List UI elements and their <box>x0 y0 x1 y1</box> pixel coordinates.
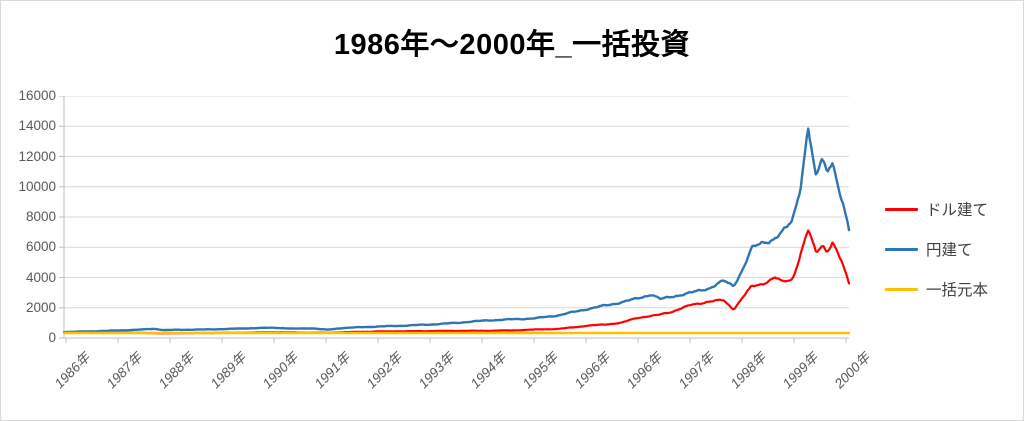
legend-line-swatch <box>885 207 918 211</box>
x-axis-tick-label: 1999年 <box>780 349 822 392</box>
x-axis-tick-label: 1994年 <box>468 349 510 392</box>
y-axis-tick-label: 4000 <box>25 269 56 285</box>
legend-item: 円建て <box>885 229 988 269</box>
y-axis-tick-label: 10000 <box>18 178 56 194</box>
legend-item: ドル建て <box>885 189 988 229</box>
x-axis-tick-label: 1988年 <box>156 349 198 392</box>
x-axis-tick-label: 1997年 <box>676 349 718 392</box>
chart-title: 1986年〜2000年_一括投資 <box>333 29 691 61</box>
y-axis-tick-label: 16000 <box>18 88 56 103</box>
y-axis-tick-label: 8000 <box>25 209 56 224</box>
y-axis-tick-label: 14000 <box>18 118 56 134</box>
x-axis-tick-label: 1989年 <box>208 349 250 392</box>
x-axis-tick-label: 1996年 <box>624 349 666 392</box>
y-axis-tick-label: 2000 <box>25 299 56 315</box>
series-line-ドル建て <box>62 229 851 335</box>
x-axis-tick-label: 1990年 <box>260 349 302 392</box>
x-axis-tick-label: 1987年 <box>104 349 146 392</box>
legend-item: 一括元本 <box>885 269 988 309</box>
x-axis-tick-label: 1986年 <box>52 349 94 392</box>
plot-area <box>59 96 851 343</box>
series-line-円建て <box>62 127 851 334</box>
x-axis-tick-label: 1995年 <box>520 349 562 392</box>
legend-label: 円建て <box>926 242 973 259</box>
legend-label: 一括元本 <box>926 282 989 299</box>
x-axis-tick-label: 1992年 <box>364 349 406 392</box>
x-axis-tick-label: 1998年 <box>728 349 770 392</box>
legend-label: ドル建て <box>926 202 989 219</box>
y-axis-tick-label: 12000 <box>18 148 56 164</box>
legend-line-swatch <box>885 287 918 291</box>
x-axis-tick-label: 2000年 <box>832 349 874 392</box>
x-axis-tick-label: 1991年 <box>312 349 354 392</box>
legend: ドル建て円建て一括元本 <box>885 189 988 309</box>
x-axis-tick-label: 1996年 <box>572 349 614 392</box>
legend-line-swatch <box>885 247 918 251</box>
y-axis-tick-label: 0 <box>48 330 56 345</box>
x-axis-tick-label: 1993年 <box>416 349 458 392</box>
y-axis-tick-label: 6000 <box>25 239 56 255</box>
